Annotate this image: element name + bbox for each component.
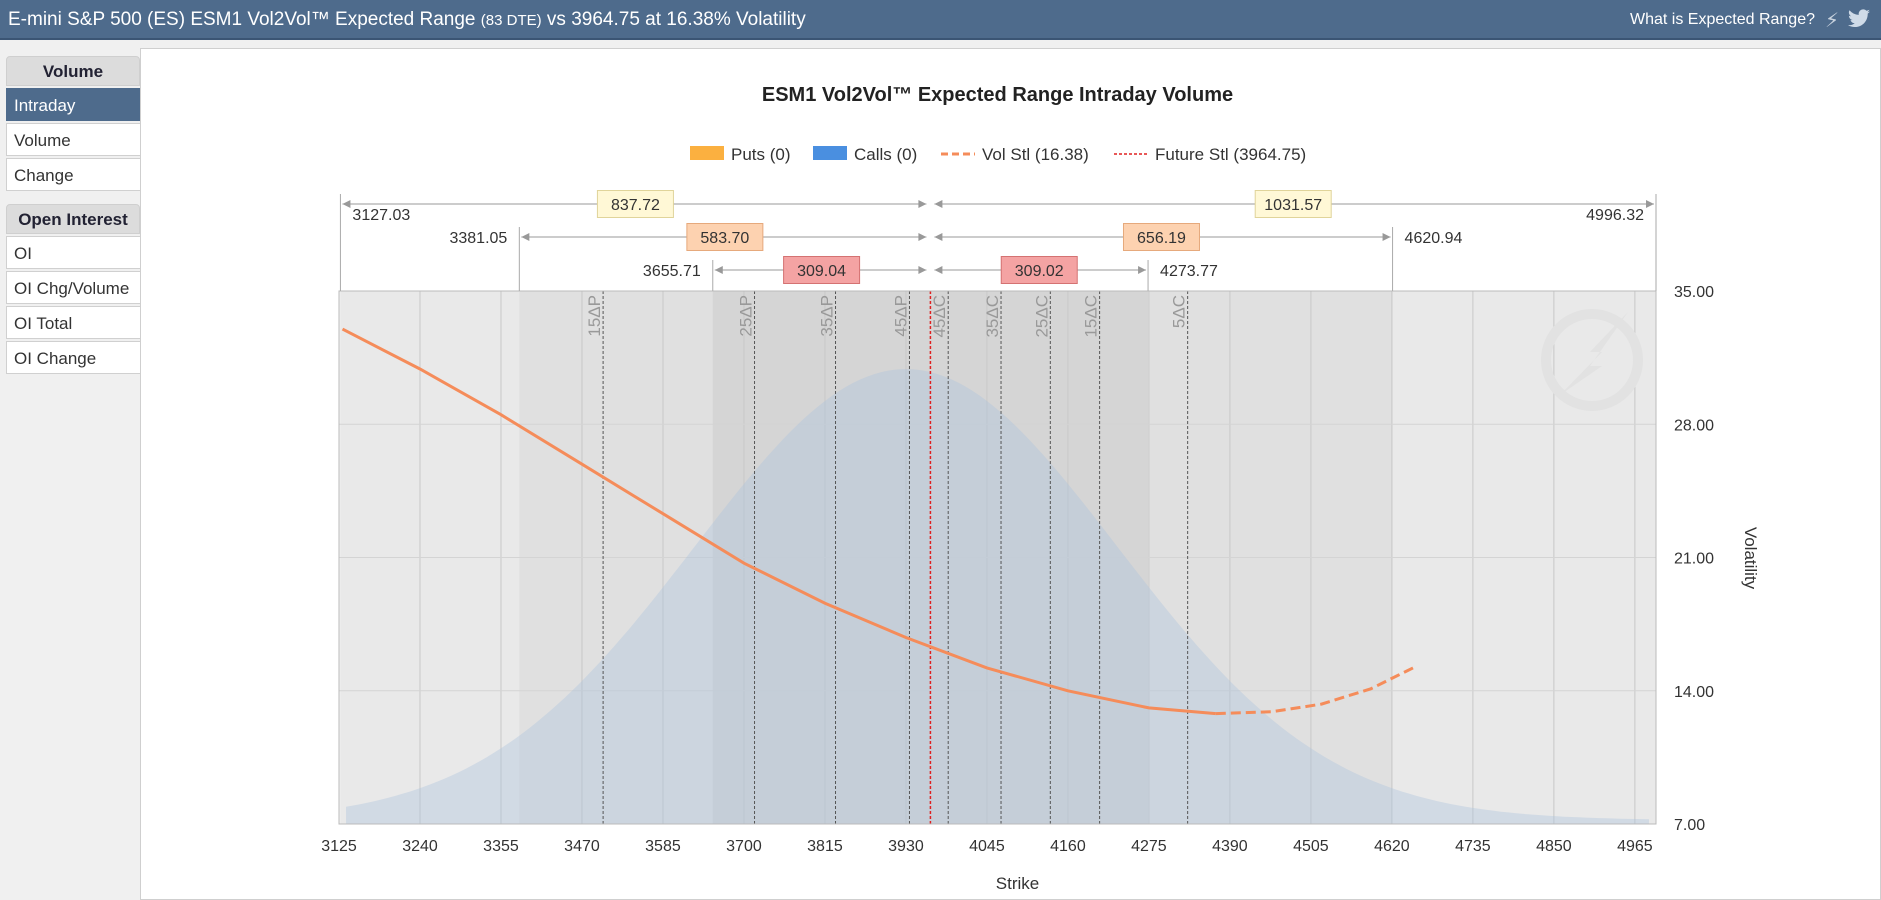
legend-label-3: Future Stl (3964.75) [1155,145,1306,164]
watermark-bolt [1560,312,1628,395]
sidebar-item-volume[interactable]: Volume [6,123,140,156]
legend-label-1: Calls (0) [854,145,917,164]
range-arrowhead-high-1 [1382,233,1391,241]
y-axis-label: Volatility [1741,527,1760,590]
range-box-up-1 [1122,223,1200,251]
x-tick-label-14: 4735 [1455,838,1491,855]
range-arrowhead-mid-right-1 [934,233,943,241]
range-arrowhead-mid-right-2 [934,266,943,274]
x-tick-label-3: 3470 [564,838,600,855]
range-arrowhead-mid-left-2 [918,266,927,274]
y-tick-label-2: 21.00 [1674,551,1714,568]
delta-label-5: 35ΔC [983,295,1002,338]
delta-label-1: 25ΔP [737,295,756,337]
x-tick-label-2: 3355 [483,838,519,855]
x-tick-label-10: 4275 [1131,838,1167,855]
range-arrowhead-mid-left-0 [918,200,927,208]
x-tick-label-0: 3125 [321,838,357,855]
sidebar-item-oi-chg-volume[interactable]: OI Chg/Volume [6,271,140,304]
plot-border [338,290,1657,825]
vol-curve [341,327,1216,716]
range-arrowhead-mid-right-0 [934,200,943,208]
sidebar-item-intraday[interactable]: Intraday [6,88,140,121]
x-tick-label-16: 4965 [1617,838,1653,855]
range-value-up-1: 656.19 [1137,230,1186,247]
y-tick-label-0: 7.00 [1674,817,1705,834]
sidebar-item-oi-total[interactable]: OI Total [6,306,140,339]
x-tick-label-15: 4850 [1536,838,1572,855]
range-box-down-0 [596,190,674,218]
bolt-icon[interactable]: ⚡ [1824,10,1839,32]
sidebar-heading-open-interest: Open Interest [6,204,140,234]
range-low-label-2: 3655.71 [643,263,701,280]
x-tick-label-5: 3700 [726,838,762,855]
y-tick-label-1: 14.00 [1674,684,1714,701]
legend-swatch-1 [813,146,847,160]
sidebar-item-oi-change[interactable]: OI Change [6,341,140,374]
page-title: E-mini S&P 500 (ES) ESM1 Vol2Vol™ Expect… [8,9,806,31]
what-is-expected-range-link[interactable]: What is Expected Range? [1630,11,1815,28]
watermark-logo [1541,309,1643,411]
delta-label-3: 45ΔP [891,295,910,337]
delta-label-7: 15ΔC [1082,295,1101,338]
sidebar-heading-volume: Volume [6,56,140,86]
title-dte: (83 DTE) [480,12,542,29]
sidebar-item-change[interactable]: Change [6,158,140,191]
range-value-up-2: 309.02 [1015,263,1064,280]
x-axis-label: Strike [996,874,1039,893]
x-tick-label-8: 4045 [969,838,1005,855]
x-tick-label-11: 4390 [1212,838,1248,855]
range-low-label-0: 3127.03 [352,207,410,224]
range-value-down-1: 583.70 [700,230,749,247]
sidebar: Volume Intraday Volume Change Open Inter… [6,56,140,374]
delta-label-8: 5ΔC [1170,295,1189,328]
range-box-up-0 [1254,190,1332,218]
range-value-down-0: 837.72 [611,197,660,214]
title-bar: E-mini S&P 500 (ES) ESM1 Vol2Vol™ Expect… [0,0,1881,40]
chart-title: ESM1 Vol2Vol™ Expected Range Intraday Vo… [762,84,1233,106]
x-tick-label-13: 4620 [1374,838,1410,855]
range-high-label-2: 4273.77 [1160,263,1218,280]
range-box-up-2 [1000,256,1078,284]
x-tick-label-4: 3585 [645,838,681,855]
delta-label-6: 25ΔC [1032,295,1051,338]
range-value-up-0: 1031.57 [1264,197,1322,214]
title-tail: vs 3964.75 at 16.38% Volatility [546,9,806,30]
legend-swatch-0 [690,146,724,160]
range-arrowhead-high-2 [1138,266,1147,274]
range-arrowhead-low-2 [714,266,723,274]
range-box-down-2 [783,256,861,284]
delta-label-0: 15ΔP [585,295,604,337]
range-high-label-1: 4620.94 [1405,230,1463,247]
legend-label-2: Vol Stl (16.38) [982,145,1089,164]
range-arrowhead-high-0 [1646,200,1654,208]
x-tick-label-9: 4160 [1050,838,1086,855]
range-arrowhead-low-0 [342,200,351,208]
range-arrowhead-mid-left-1 [918,233,927,241]
range-arrowhead-low-1 [521,233,530,241]
range-high-label-0: 4996.32 [1586,207,1644,224]
legend-label-0: Puts (0) [731,145,791,164]
sidebar-item-oi[interactable]: OI [6,236,140,269]
x-tick-label-1: 3240 [402,838,438,855]
vol-curve-extrapolated [1215,666,1414,716]
delta-label-4: 45ΔC [930,295,949,338]
distribution-area [346,369,1649,824]
y-tick-label-4: 35.00 [1674,284,1714,301]
x-tick-label-7: 3930 [888,838,924,855]
delta-label-2: 35ΔP [818,295,837,337]
x-tick-label-12: 4505 [1293,838,1329,855]
range-value-down-2: 309.04 [797,263,846,280]
twitter-bird-icon[interactable] [1847,9,1871,34]
title-main: E-mini S&P 500 (ES) ESM1 Vol2Vol™ Expect… [8,9,476,30]
range-box-down-1 [686,223,764,251]
range-low-label-1: 3381.05 [449,230,507,247]
y-tick-label-3: 28.00 [1674,417,1714,434]
x-tick-label-6: 3815 [807,838,843,855]
